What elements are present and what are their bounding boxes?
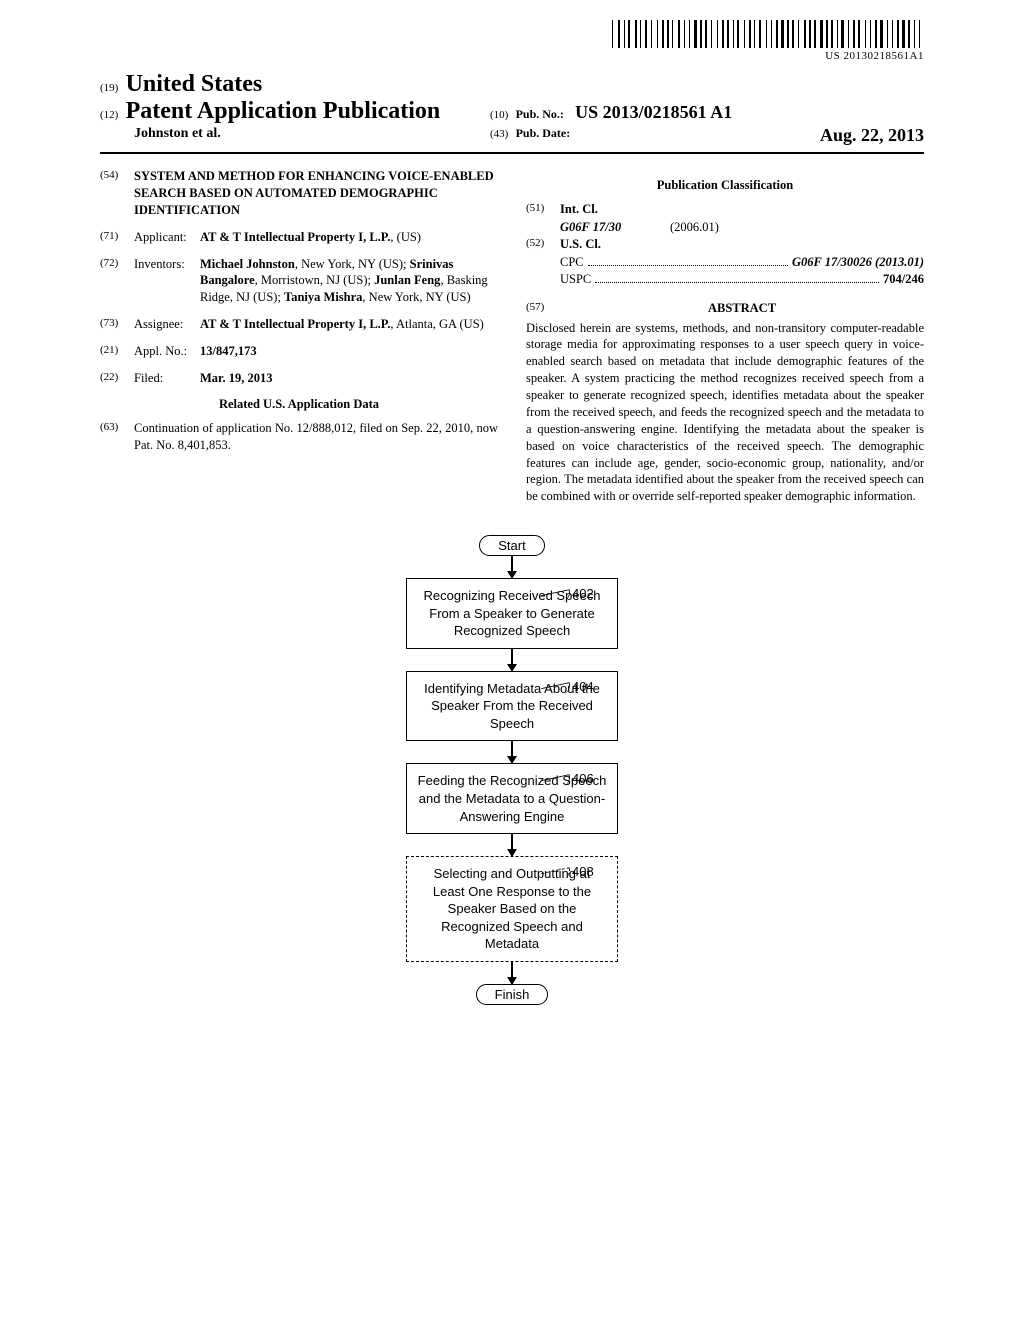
header-rule (100, 152, 924, 154)
code-72: (72) (100, 256, 134, 307)
assignee-value: AT & T Intellectual Property I, L.P., At… (200, 316, 498, 333)
field-63: (63) Continuation of application No. 12/… (100, 420, 498, 454)
cpc-dots (588, 265, 788, 266)
publication-type: Patent Application Publication (126, 98, 441, 124)
applicant-value: AT & T Intellectual Property I, L.P., (U… (200, 229, 498, 246)
code-73: (73) (100, 316, 134, 333)
flowchart: Start Recognizing Received Speech From a… (342, 535, 682, 1005)
uspc-right: 704/246 (883, 271, 924, 289)
code-21: (21) (100, 343, 134, 360)
abstract-text: Disclosed herein are systems, methods, a… (526, 320, 924, 506)
flowchart-step: Identifying Metadata About the Speaker F… (342, 671, 682, 742)
field-73: (73) Assignee: AT & T Intellectual Prope… (100, 316, 498, 333)
barcode-text: US 20130218561A1 (612, 50, 924, 62)
flowchart-arrow (511, 834, 513, 856)
header-block: (19) United States (12) Patent Applicati… (100, 71, 924, 146)
flowchart-ref: 408 (572, 864, 594, 879)
barcode-bars (612, 20, 924, 48)
code-71: (71) (100, 229, 134, 246)
assignee-bold: AT & T Intellectual Property I, L.P. (200, 317, 390, 331)
code-12: (12) (100, 109, 118, 121)
country: United States (126, 71, 263, 97)
abstract-label: ABSTRACT (560, 301, 924, 316)
flowchart-ref: 406 (572, 771, 594, 786)
field-51: (51) Int. Cl. G06F 17/30 (2006.01) (526, 201, 924, 236)
title-text: SYSTEM AND METHOD FOR ENHANCING VOICE-EN… (134, 168, 498, 219)
flowchart-arrow (511, 962, 513, 984)
cpc-right: G06F 17/30026 (2013.01) (792, 254, 924, 272)
flowchart-ref: 402 (572, 586, 594, 601)
label-applicant: Applicant: (134, 229, 200, 246)
flowchart-arrow (511, 649, 513, 671)
flowchart-step: Recognizing Received Speech From a Speak… (342, 578, 682, 649)
flowchart-ref: 404 (572, 679, 594, 694)
code-52: (52) (526, 236, 560, 289)
right-column: Publication Classification (51) Int. Cl.… (526, 168, 924, 505)
field-22: (22) Filed: Mar. 19, 2013 (100, 370, 498, 387)
flowchart-start: Start (479, 535, 544, 556)
label-inventors: Inventors: (134, 256, 200, 307)
label-filed: Filed: (134, 370, 200, 387)
filed-value: Mar. 19, 2013 (200, 370, 498, 387)
barcode: US 20130218561A1 (612, 20, 924, 62)
code-54: (54) (100, 168, 134, 219)
flowchart-step: Selecting and Outputting at Least One Re… (342, 856, 682, 962)
patent-page: US 20130218561A1 (19) United States (12)… (0, 0, 1024, 1045)
biblio-columns: (54) SYSTEM AND METHOD FOR ENHANCING VOI… (100, 168, 924, 505)
inventors-value: Michael Johnston, New York, NY (US); Sri… (200, 256, 498, 307)
flowchart-finish: Finish (476, 984, 549, 1005)
code-10: (10) (490, 109, 508, 121)
field-52: (52) U.S. Cl. CPC G06F 17/30026 (2013.01… (526, 236, 924, 289)
applno-value: 13/847,173 (200, 343, 498, 360)
authors-line: Johnston et al. (134, 126, 490, 142)
abstract-heading: (57) ABSTRACT (526, 301, 924, 316)
continuation-text: Continuation of application No. 12/888,0… (134, 420, 498, 454)
related-heading: Related U.S. Application Data (100, 397, 498, 412)
code-43: (43) (490, 128, 508, 140)
field-54: (54) SYSTEM AND METHOD FOR ENHANCING VOI… (100, 168, 498, 219)
flowchart-step: Feeding the Recognized Speech and the Me… (342, 763, 682, 834)
pub-date-label: Pub. Date: (516, 126, 571, 140)
field-72: (72) Inventors: Michael Johnston, New Yo… (100, 256, 498, 307)
intcl-code: G06F 17/30 (560, 219, 670, 237)
field-21: (21) Appl. No.: 13/847,173 (100, 343, 498, 360)
intcl-date: (2006.01) (670, 219, 719, 237)
code-63: (63) (100, 420, 134, 454)
code-57: (57) (526, 301, 560, 316)
uscl-label: U.S. Cl. (560, 236, 924, 254)
flowchart-arrow (511, 556, 513, 578)
label-applno: Appl. No.: (134, 343, 200, 360)
code-19: (19) (100, 82, 118, 94)
uspc-left: USPC (560, 271, 591, 289)
flowchart-arrow (511, 741, 513, 763)
field-71: (71) Applicant: AT & T Intellectual Prop… (100, 229, 498, 246)
label-assignee: Assignee: (134, 316, 200, 333)
left-column: (54) SYSTEM AND METHOD FOR ENHANCING VOI… (100, 168, 498, 505)
code-22: (22) (100, 370, 134, 387)
intcl-label: Int. Cl. (560, 201, 924, 219)
uspc-dots (595, 282, 879, 283)
classification-heading: Publication Classification (526, 178, 924, 193)
pub-no-value: US 2013/0218561 A1 (575, 102, 732, 122)
code-51: (51) (526, 201, 560, 236)
applicant-rest: , (US) (390, 230, 421, 244)
cpc-left: CPC (560, 254, 584, 272)
barcode-region: US 20130218561A1 (100, 20, 924, 63)
uspc-line: USPC 704/246 (560, 271, 924, 289)
cpc-line: CPC G06F 17/30026 (2013.01) (560, 254, 924, 272)
pub-date-value: Aug. 22, 2013 (820, 125, 924, 146)
applicant-bold: AT & T Intellectual Property I, L.P. (200, 230, 390, 244)
pub-no-label: Pub. No.: (516, 107, 564, 121)
assignee-rest: , Atlanta, GA (US) (390, 317, 483, 331)
